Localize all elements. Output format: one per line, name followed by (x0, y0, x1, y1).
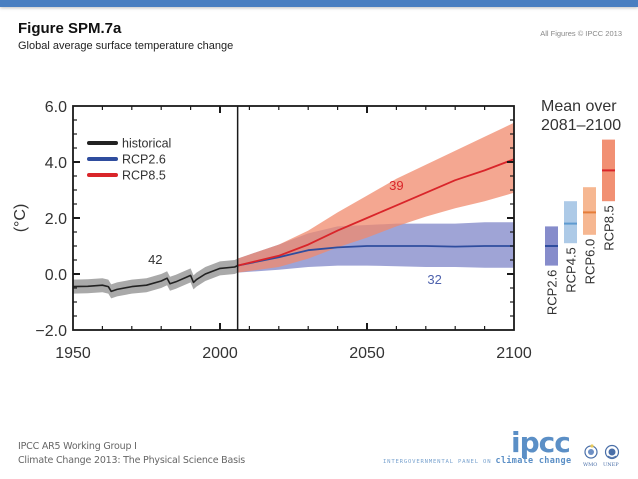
inset-title-line2: 2081–2100 (541, 117, 621, 134)
y-tick-label: −2.0 (35, 323, 67, 340)
historical-uncertainty-band (73, 258, 238, 299)
figure-title: Figure SPM.7a (18, 20, 122, 37)
temperature-chart: −2.0 0.0 2.0 4.0 6.0 1950 2000 2050 2100 (°C) 42 39… (12, 98, 621, 362)
y-tick-label: 4.0 (45, 155, 67, 172)
rcp85-model-count: 39 (389, 178, 403, 193)
x-tick-label: 2050 (349, 345, 385, 362)
top-accent-bar (0, 0, 638, 7)
wmo-logo-icon (584, 444, 598, 459)
copyright-notice: All Figures © IPCC 2013 (540, 29, 622, 38)
unep-logo-icon (604, 444, 620, 460)
ipcc-tagline-strong: climate change (495, 456, 572, 466)
ipcc-tagline-prefix: Intergovernmental panel on (383, 459, 492, 465)
x-tick-label: 2100 (496, 345, 532, 362)
inset-title-line1: Mean over (541, 98, 617, 115)
inset-range-rcp45 (564, 201, 577, 244)
y-tick-label: 0.0 (45, 267, 67, 284)
y-tick-label: 2.0 (45, 211, 67, 228)
x-tick-label: 1950 (55, 345, 91, 362)
ipcc-tagline: Intergovernmental panel on climate chang… (383, 456, 571, 466)
legend-label-historical: historical (122, 137, 171, 151)
historical-mean-line (72, 264, 238, 293)
figure-subtitle: Global average surface temperature chang… (18, 40, 234, 52)
wmo-label: WMO (583, 462, 598, 468)
rcp26-model-count: 32 (427, 272, 441, 287)
y-axis-label: (°C) (12, 204, 29, 233)
legend-label-rcp85: RCP8.5 (122, 169, 166, 183)
rcp85-mean-line (237, 158, 515, 267)
unep-label: UNEP (603, 462, 619, 468)
x-tick-label: 2000 (202, 345, 238, 362)
inset-label-rcp45: RCP4.5 (564, 247, 579, 293)
historical-model-count: 42 (148, 252, 162, 267)
rcp26-mean-line (237, 245, 514, 267)
ipcc-logo: ipcc (511, 426, 571, 459)
footer-report-title: Climate Change 2013: The Physical Scienc… (18, 455, 246, 466)
inset-label-rcp26: RCP2.6 (545, 270, 560, 316)
y-tick-label: 6.0 (45, 99, 67, 116)
inset-label-rcp85: RCP8.5 (602, 205, 617, 251)
rcp85-uncertainty-band (237, 122, 514, 273)
legend-label-rcp26: RCP2.6 (122, 153, 166, 167)
inset-range-rcp60 (583, 187, 596, 235)
footer-working-group: IPCC AR5 Working Group I (18, 441, 137, 452)
inset-label-rcp60: RCP6.0 (583, 239, 598, 285)
